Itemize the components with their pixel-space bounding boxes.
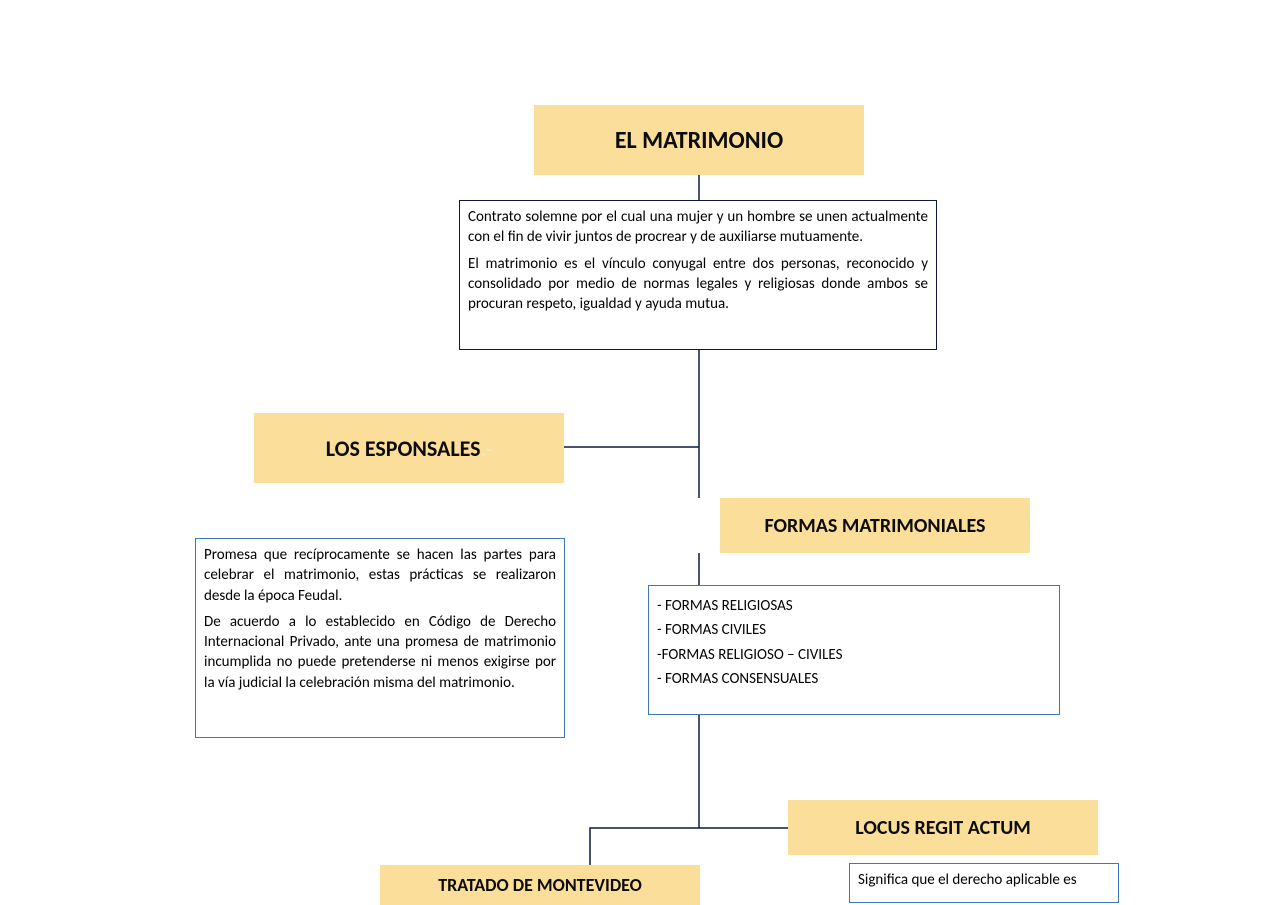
node-title-label: EL MATRIMONIO	[615, 126, 783, 155]
list-item: - FORMAS CIVILES	[657, 620, 1051, 640]
node-title-formas: FORMAS MATRIMONIALES	[720, 498, 1030, 553]
text-paragraph: Significa que el derecho aplicable es	[858, 870, 1110, 890]
list-item: -FORMAS RELIGIOSO – CIVILES	[657, 645, 1051, 665]
list-item: - FORMAS CONSENSUALES	[657, 669, 1051, 689]
node-title-locus: LOCUS REGIT ACTUM	[788, 800, 1098, 855]
text-paragraph: Promesa que recíprocamente se hacen las …	[204, 545, 556, 606]
connector-line	[590, 828, 699, 865]
node-title-label: FORMAS MATRIMONIALES	[764, 514, 985, 538]
text-paragraph: De acuerdo a lo establecido en Código de…	[204, 612, 556, 693]
node-desc-matrimonio: Contrato solemne por el cual una mujer y…	[459, 200, 937, 350]
node-title-tratado: TRATADO DE MONTEVIDEO	[380, 865, 700, 905]
node-title-esponsales: LOS ESPONSALES.-	[254, 413, 564, 483]
node-title-label: TRATADO DE MONTEVIDEO	[438, 874, 642, 896]
node-desc-locus: Significa que el derecho aplicable es	[849, 863, 1119, 903]
node-desc-esponsales: Promesa que recíprocamente se hacen las …	[195, 538, 565, 738]
node-title-matrimonio: EL MATRIMONIO	[534, 105, 864, 175]
text-paragraph: Contrato solemne por el cual una mujer y…	[468, 207, 928, 248]
list-item: - FORMAS RELIGIOSAS	[657, 596, 1051, 616]
node-title-label: LOCUS REGIT ACTUM	[855, 816, 1030, 840]
node-title-label: LOS ESPONSALES	[326, 435, 481, 462]
node-title-suffix: .-	[481, 435, 493, 462]
node-list-formas: - FORMAS RELIGIOSAS - FORMAS CIVILES -FORM…	[648, 585, 1060, 715]
text-paragraph: El matrimonio es el vínculo conyugal ent…	[468, 254, 928, 315]
diagram-canvas: EL MATRIMONIO Contrato solemne por el cu…	[0, 0, 1280, 905]
